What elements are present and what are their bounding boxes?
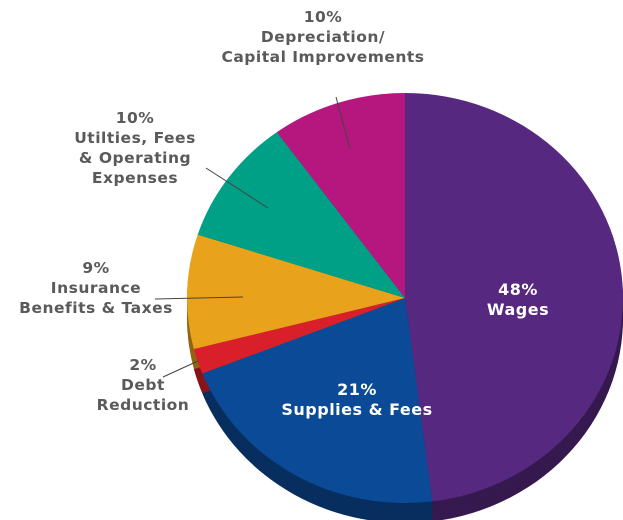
- slice-label: 21% Supplies & Fees: [281, 380, 432, 420]
- value-label: 10%: [303, 8, 343, 26]
- category-label: Utilties, Fees & Operating Expenses: [74, 129, 196, 187]
- leader-line: [205, 167, 269, 209]
- category-label: Depreciation/ Capital Improvements: [221, 28, 425, 66]
- value-label: 9%: [82, 259, 110, 277]
- category-label: Supplies & Fees: [281, 400, 433, 419]
- slice: [405, 93, 623, 502]
- leader-line: [162, 360, 199, 378]
- leader-line: [154, 296, 244, 300]
- slice-label: 10% Depreciation/ Capital Improvements: [221, 7, 424, 67]
- category-label: Insurance Benefits & Taxes: [19, 279, 173, 317]
- slice-label: 10% Utilties, Fees & Operating Expenses: [74, 108, 196, 188]
- slice-label: 9% Insurance Benefits & Taxes: [19, 258, 173, 318]
- category-label: Debt Reduction: [96, 376, 190, 414]
- slice: [202, 298, 433, 503]
- slice: [193, 298, 405, 374]
- value-label: 10%: [115, 109, 155, 127]
- value-label: 21%: [337, 380, 377, 399]
- slice: [187, 234, 405, 349]
- slice: [276, 93, 405, 298]
- category-label: Wages: [486, 300, 550, 319]
- leader-line: [335, 96, 351, 150]
- slice-label: 2% Debt Reduction: [97, 355, 190, 415]
- slice-label: 48% Wages: [487, 280, 549, 320]
- slice: [197, 132, 405, 298]
- value-label: 2%: [129, 356, 157, 374]
- value-label: 48%: [498, 280, 538, 299]
